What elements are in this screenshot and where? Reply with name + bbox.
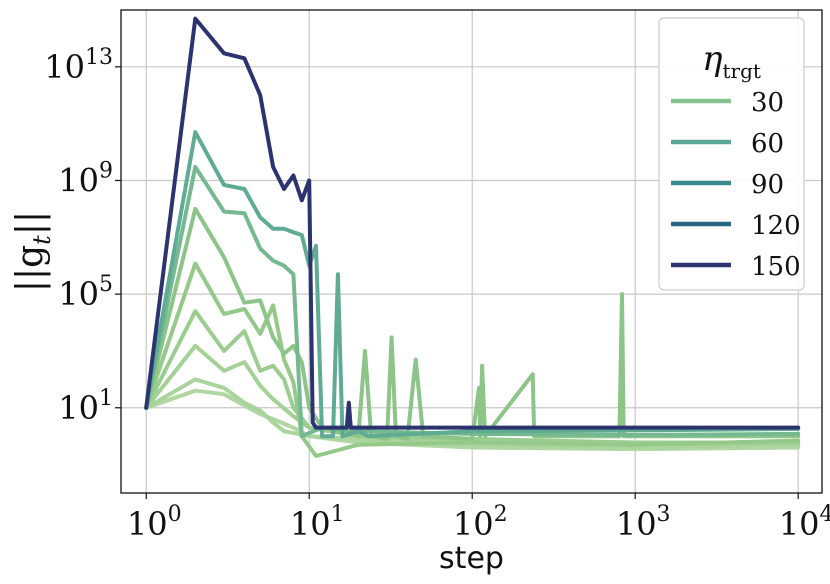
series-line-5 [144,206,801,441]
series-group [144,16,801,458]
y-axis-ticks: 101 105 109 1013 [44,45,121,427]
series-line-1 [144,377,801,450]
x-tick-label-3: 103 [616,502,671,543]
y-axis-label: ||gt|| [10,211,56,292]
x-axis-ticks: 100 101 102 103 104 [127,493,830,543]
legend-label-150: 150 [751,252,801,282]
x-tick-label-1: 101 [290,502,345,543]
legend-label-120: 120 [751,211,801,241]
series-line-0 [144,388,801,452]
legend-title: ηtrgt [702,39,761,83]
legend-label-60: 60 [751,129,784,159]
x-tick-label-0: 100 [127,502,182,543]
legend-label-30: 30 [751,88,784,118]
series-line-8 [144,16,801,430]
series-line-4 [144,261,801,458]
y-tick-label-1: 105 [58,272,113,313]
x-tick-label-4: 104 [779,502,830,543]
legend: ηtrgt 30 60 90 120 150 [658,17,805,291]
y-tick-label-0: 101 [58,386,113,427]
y-tick-label-3: 1013 [44,45,113,86]
x-axis-label: step [439,541,504,576]
legend-label-90: 90 [751,170,784,200]
y-axis-label-text: ||gt|| [10,211,56,292]
series-line-7 [144,130,801,439]
x-tick-label-2: 102 [453,502,508,543]
y-tick-label-2: 109 [58,158,113,199]
plot-frame [120,9,823,494]
